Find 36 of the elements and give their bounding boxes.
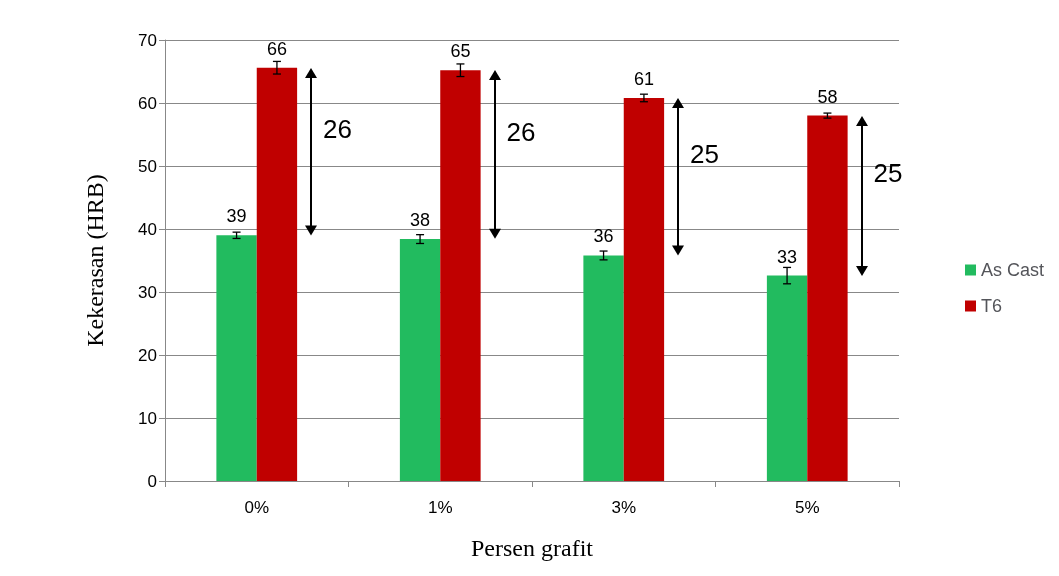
x-tick-label: 1% — [427, 498, 453, 517]
y-tick-label: 10 — [138, 408, 157, 428]
bar — [440, 70, 481, 481]
data-label: 58 — [817, 86, 838, 107]
y-tick-label: 30 — [138, 282, 157, 302]
data-label: 33 — [777, 246, 798, 267]
data-label: 65 — [450, 41, 471, 62]
annotation: 26 — [506, 116, 536, 148]
x-tick-label: 5% — [794, 498, 820, 517]
y-tick-label: 20 — [138, 345, 157, 365]
legend-label: As Cast — [980, 260, 1045, 280]
annotation: 25 — [873, 157, 903, 189]
y-tick-label: 60 — [138, 93, 157, 113]
x-tick-label: 3% — [611, 498, 637, 517]
bar — [766, 275, 808, 481]
annotation: 26 — [323, 113, 353, 145]
y-tick-label: 70 — [138, 30, 157, 50]
bar — [623, 97, 665, 481]
bar — [256, 67, 298, 481]
data-label: 36 — [593, 226, 614, 247]
x-tick-label: 0% — [244, 498, 270, 517]
legend-label: T6 — [980, 296, 1002, 316]
bar — [399, 239, 441, 481]
data-label: 38 — [410, 210, 431, 231]
data-label: 61 — [633, 68, 654, 89]
data-label: 66 — [266, 38, 287, 59]
y-tick-label: 40 — [138, 219, 157, 239]
bar — [216, 235, 257, 481]
annotation: 25 — [690, 138, 720, 170]
x-axis-title: Persen grafit — [471, 535, 594, 561]
bar — [807, 115, 848, 481]
y-tick-label: 0 — [147, 471, 157, 491]
bar — [583, 255, 624, 481]
y-tick-label: 50 — [138, 156, 157, 176]
y-axis-title: Kekerasan (HRB) — [82, 174, 108, 347]
data-label: 39 — [226, 206, 247, 227]
